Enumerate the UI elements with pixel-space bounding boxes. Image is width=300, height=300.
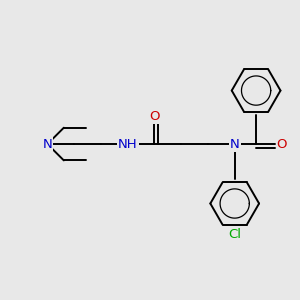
Text: O: O [149,110,160,123]
Text: Cl: Cl [228,228,241,241]
Text: N: N [43,138,52,151]
Text: N: N [230,138,240,151]
Text: O: O [277,138,287,151]
Text: NH: NH [118,138,137,151]
